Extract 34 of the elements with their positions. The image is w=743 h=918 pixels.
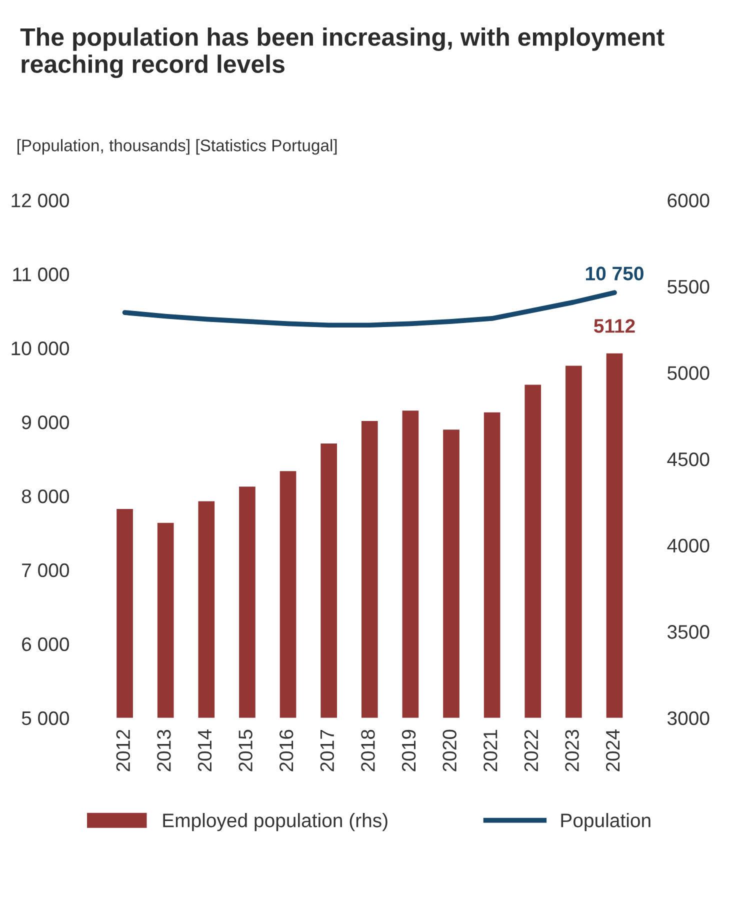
y2-tick-label: 6000 — [668, 194, 710, 208]
x-tick-label: 2021 — [484, 730, 498, 772]
x-tick-label: 2016 — [279, 730, 294, 772]
x-tick-label: 2013 — [157, 730, 171, 772]
y-tick-label: 10 000 — [12, 342, 69, 356]
x-tick-label: 2012 — [116, 730, 130, 772]
y-tick-label: 11 000 — [13, 268, 69, 282]
x-tick-label: 2019 — [402, 730, 416, 772]
y-tick-label: 5 000 — [22, 711, 69, 726]
legend-label: Employed population (rhs) — [163, 813, 388, 832]
y-tick-label: 7 000 — [22, 563, 69, 578]
y2-tick-label: 4500 — [667, 452, 710, 466]
data-label: 10 750 — [586, 266, 644, 280]
legend-label: Population — [561, 813, 650, 832]
chart-title: The population has been increasing, with employment reaching record levels — [20, 28, 664, 78]
y2-tick-label: 3500 — [668, 625, 710, 639]
y-tick-label: 6 000 — [22, 637, 69, 652]
y-tick-label: 8 000 — [22, 489, 69, 504]
data-label: 5112 — [594, 319, 635, 333]
x-tick-label: 2022 — [524, 730, 538, 772]
x-tick-label: 2017 — [320, 730, 334, 772]
x-tick-label: 2015 — [238, 730, 252, 772]
chart-subtitle: [Population, thousands] [Statistics Portugal] — [18, 139, 337, 155]
y2-tick-label: 4000 — [667, 538, 710, 553]
y2-tick-label: 5000 — [668, 366, 710, 380]
y-tick-label: 9 000 — [22, 415, 69, 430]
y2-tick-label: 5500 — [668, 280, 710, 294]
x-tick-label: 2024 — [606, 730, 620, 772]
y2-tick-label: 3000 — [668, 711, 710, 726]
x-tick-label: 2014 — [198, 730, 212, 772]
x-tick-label: 2020 — [442, 730, 456, 772]
y-tick-label: 12 000 — [12, 194, 69, 208]
x-tick-label: 2023 — [565, 730, 579, 772]
x-tick-label: 2018 — [361, 730, 375, 772]
